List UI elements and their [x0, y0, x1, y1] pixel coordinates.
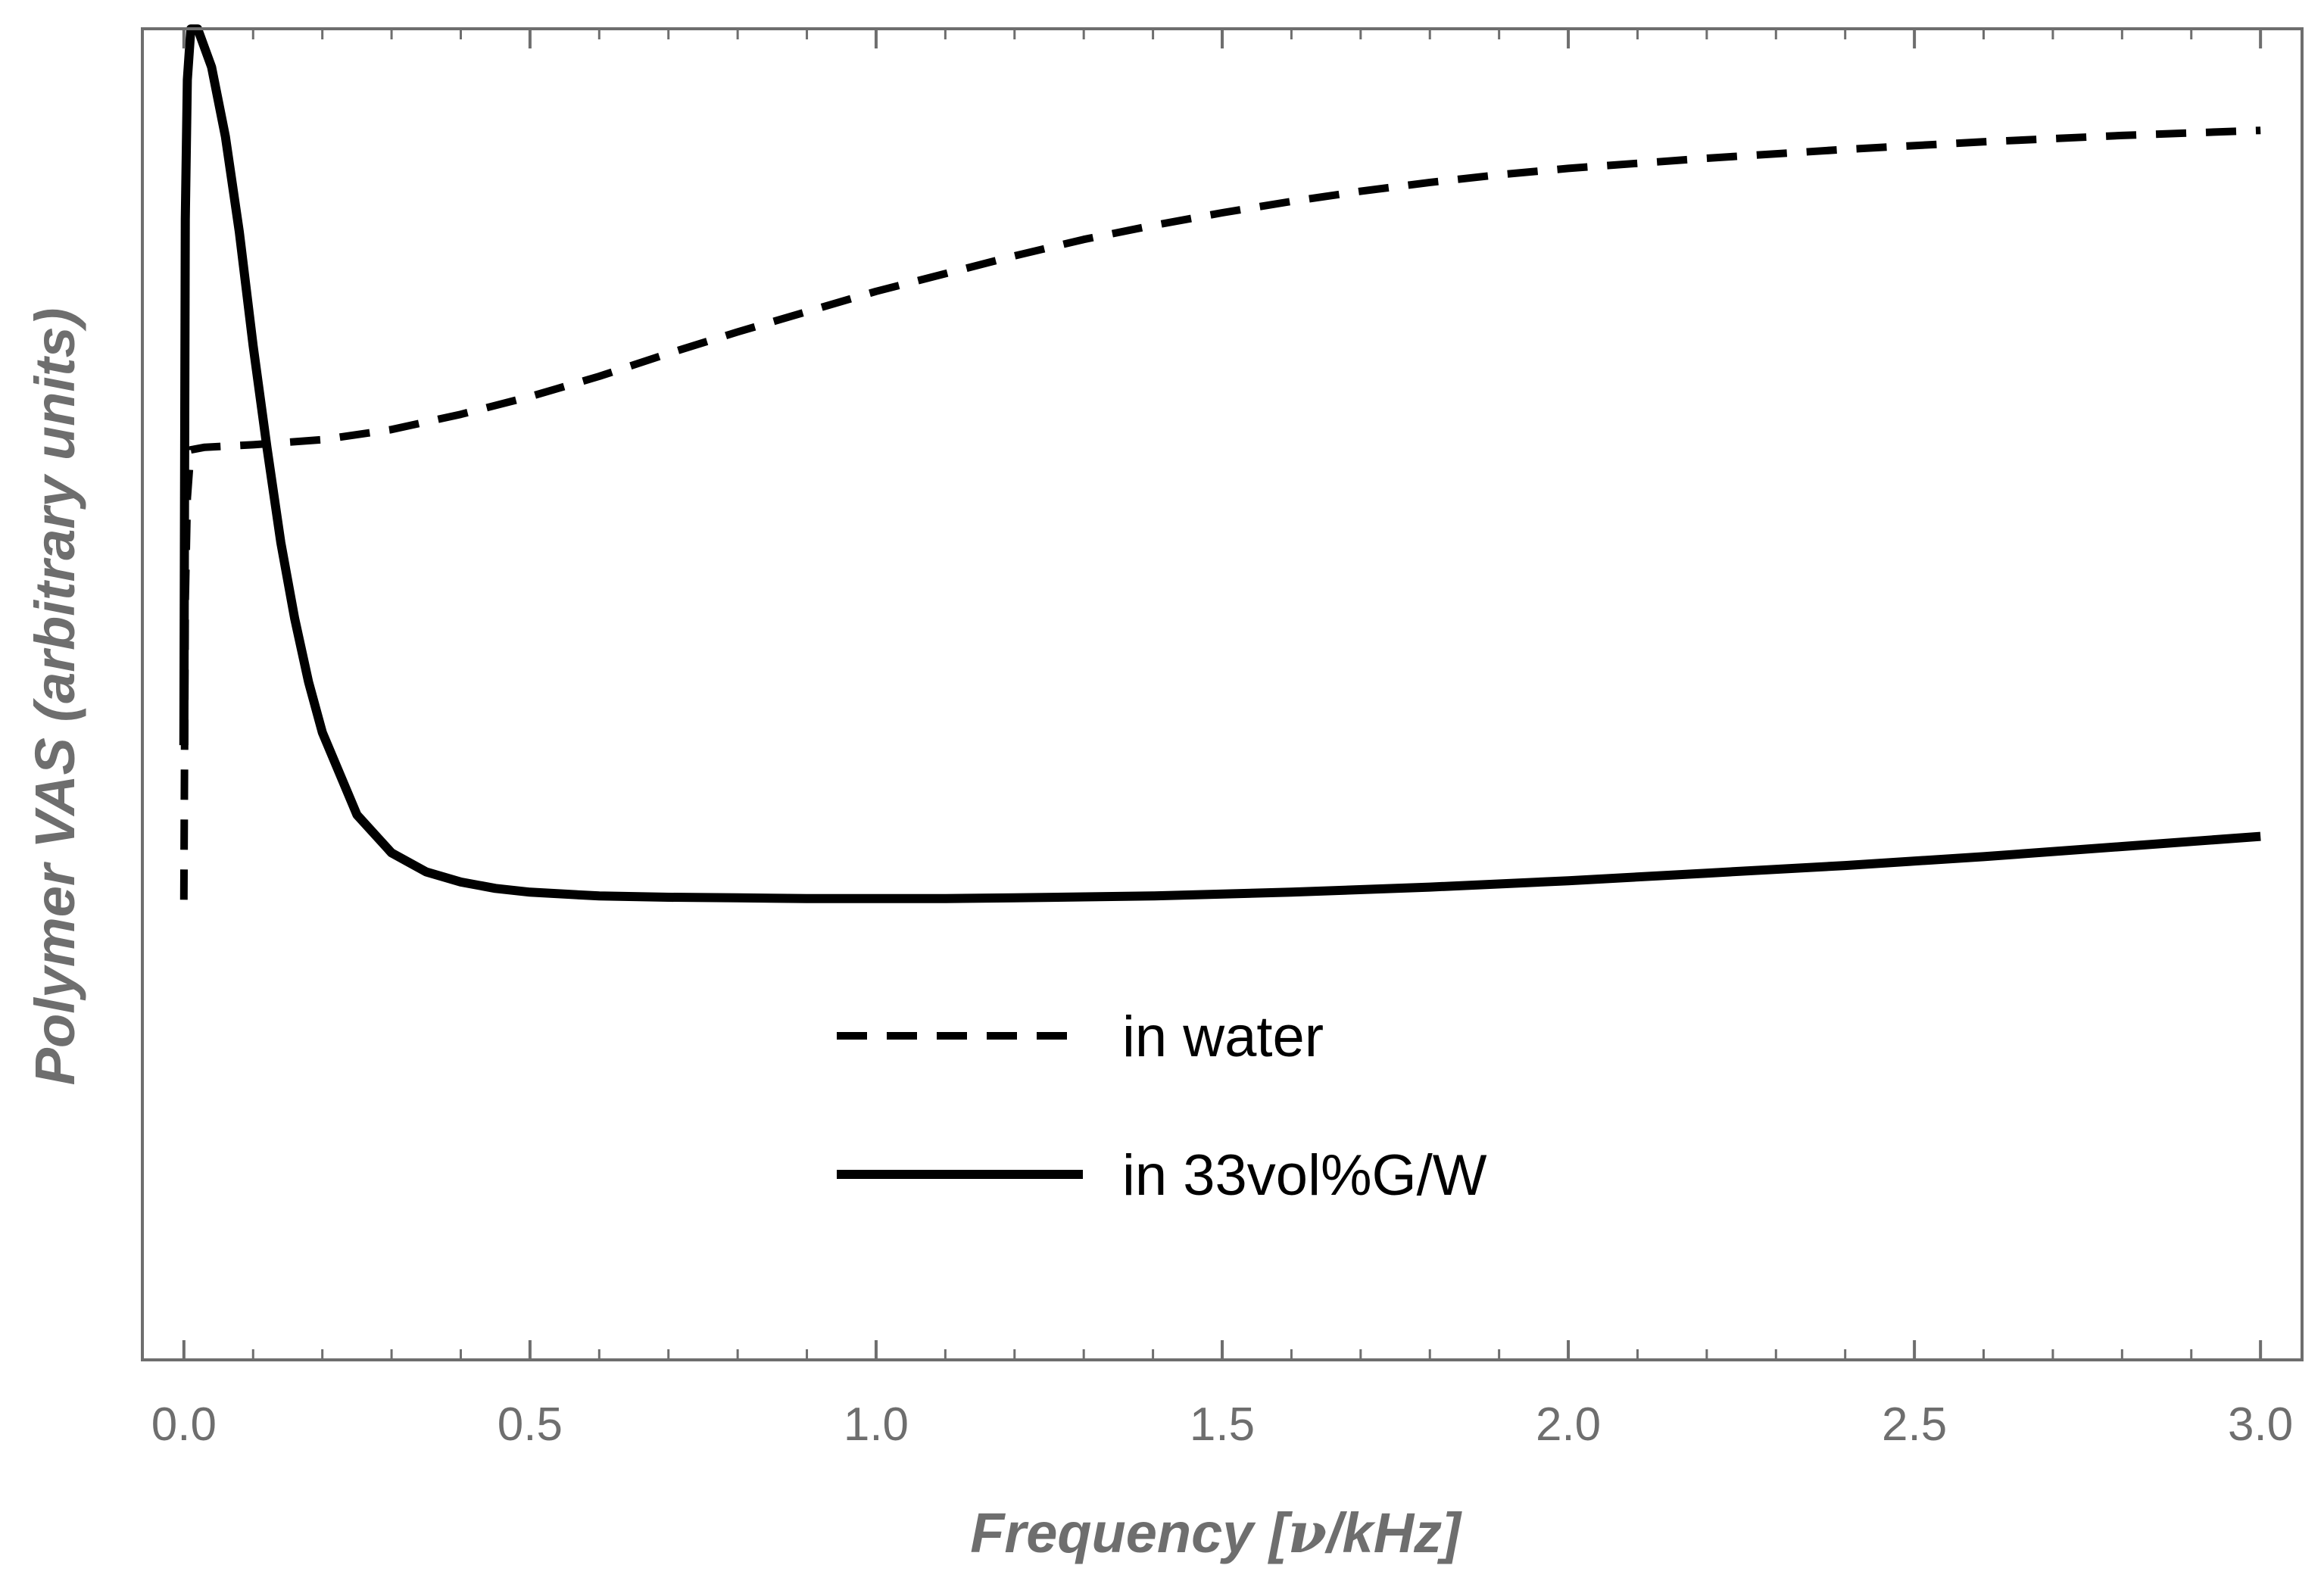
x-tick-label: 2.0 [1536, 1398, 1601, 1451]
x-tick-label: 0.5 [498, 1398, 563, 1451]
x-tick-label: 3.0 [2228, 1398, 2293, 1451]
plot-area [179, 24, 2261, 903]
x-tick-label: 0.0 [151, 1398, 217, 1451]
y-axis-label: Polymer VAS (arbitrary units) [23, 308, 86, 1086]
ticks-layer [182, 29, 2263, 1360]
x-tick-label: 2.5 [1882, 1398, 1947, 1451]
series-layer [179, 24, 2261, 903]
series-line-water [179, 126, 2261, 900]
x-axis-label-suffix: /kHz] [1324, 1501, 1462, 1564]
tick-labels-layer: 0.0 0.5 1.0 1.5 2.0 2.5 3.0 [151, 1398, 2294, 1451]
x-tick-label: 1.0 [844, 1398, 909, 1451]
legend: in water in 33vol%G/W [837, 1005, 1487, 1208]
legend-label-glycerol: in 33vol%G/W [1122, 1143, 1487, 1208]
x-axis-label-prefix: Frequency [ [970, 1501, 1293, 1564]
x-axis-label: Frequency [ν/kHz] [970, 1501, 1462, 1566]
series-line-glycerol [179, 24, 2261, 903]
x-axis-label-symbol: ν [1288, 1501, 1327, 1566]
x-tick-label: 1.5 [1190, 1398, 1255, 1451]
legend-label-water: in water [1122, 1005, 1324, 1069]
